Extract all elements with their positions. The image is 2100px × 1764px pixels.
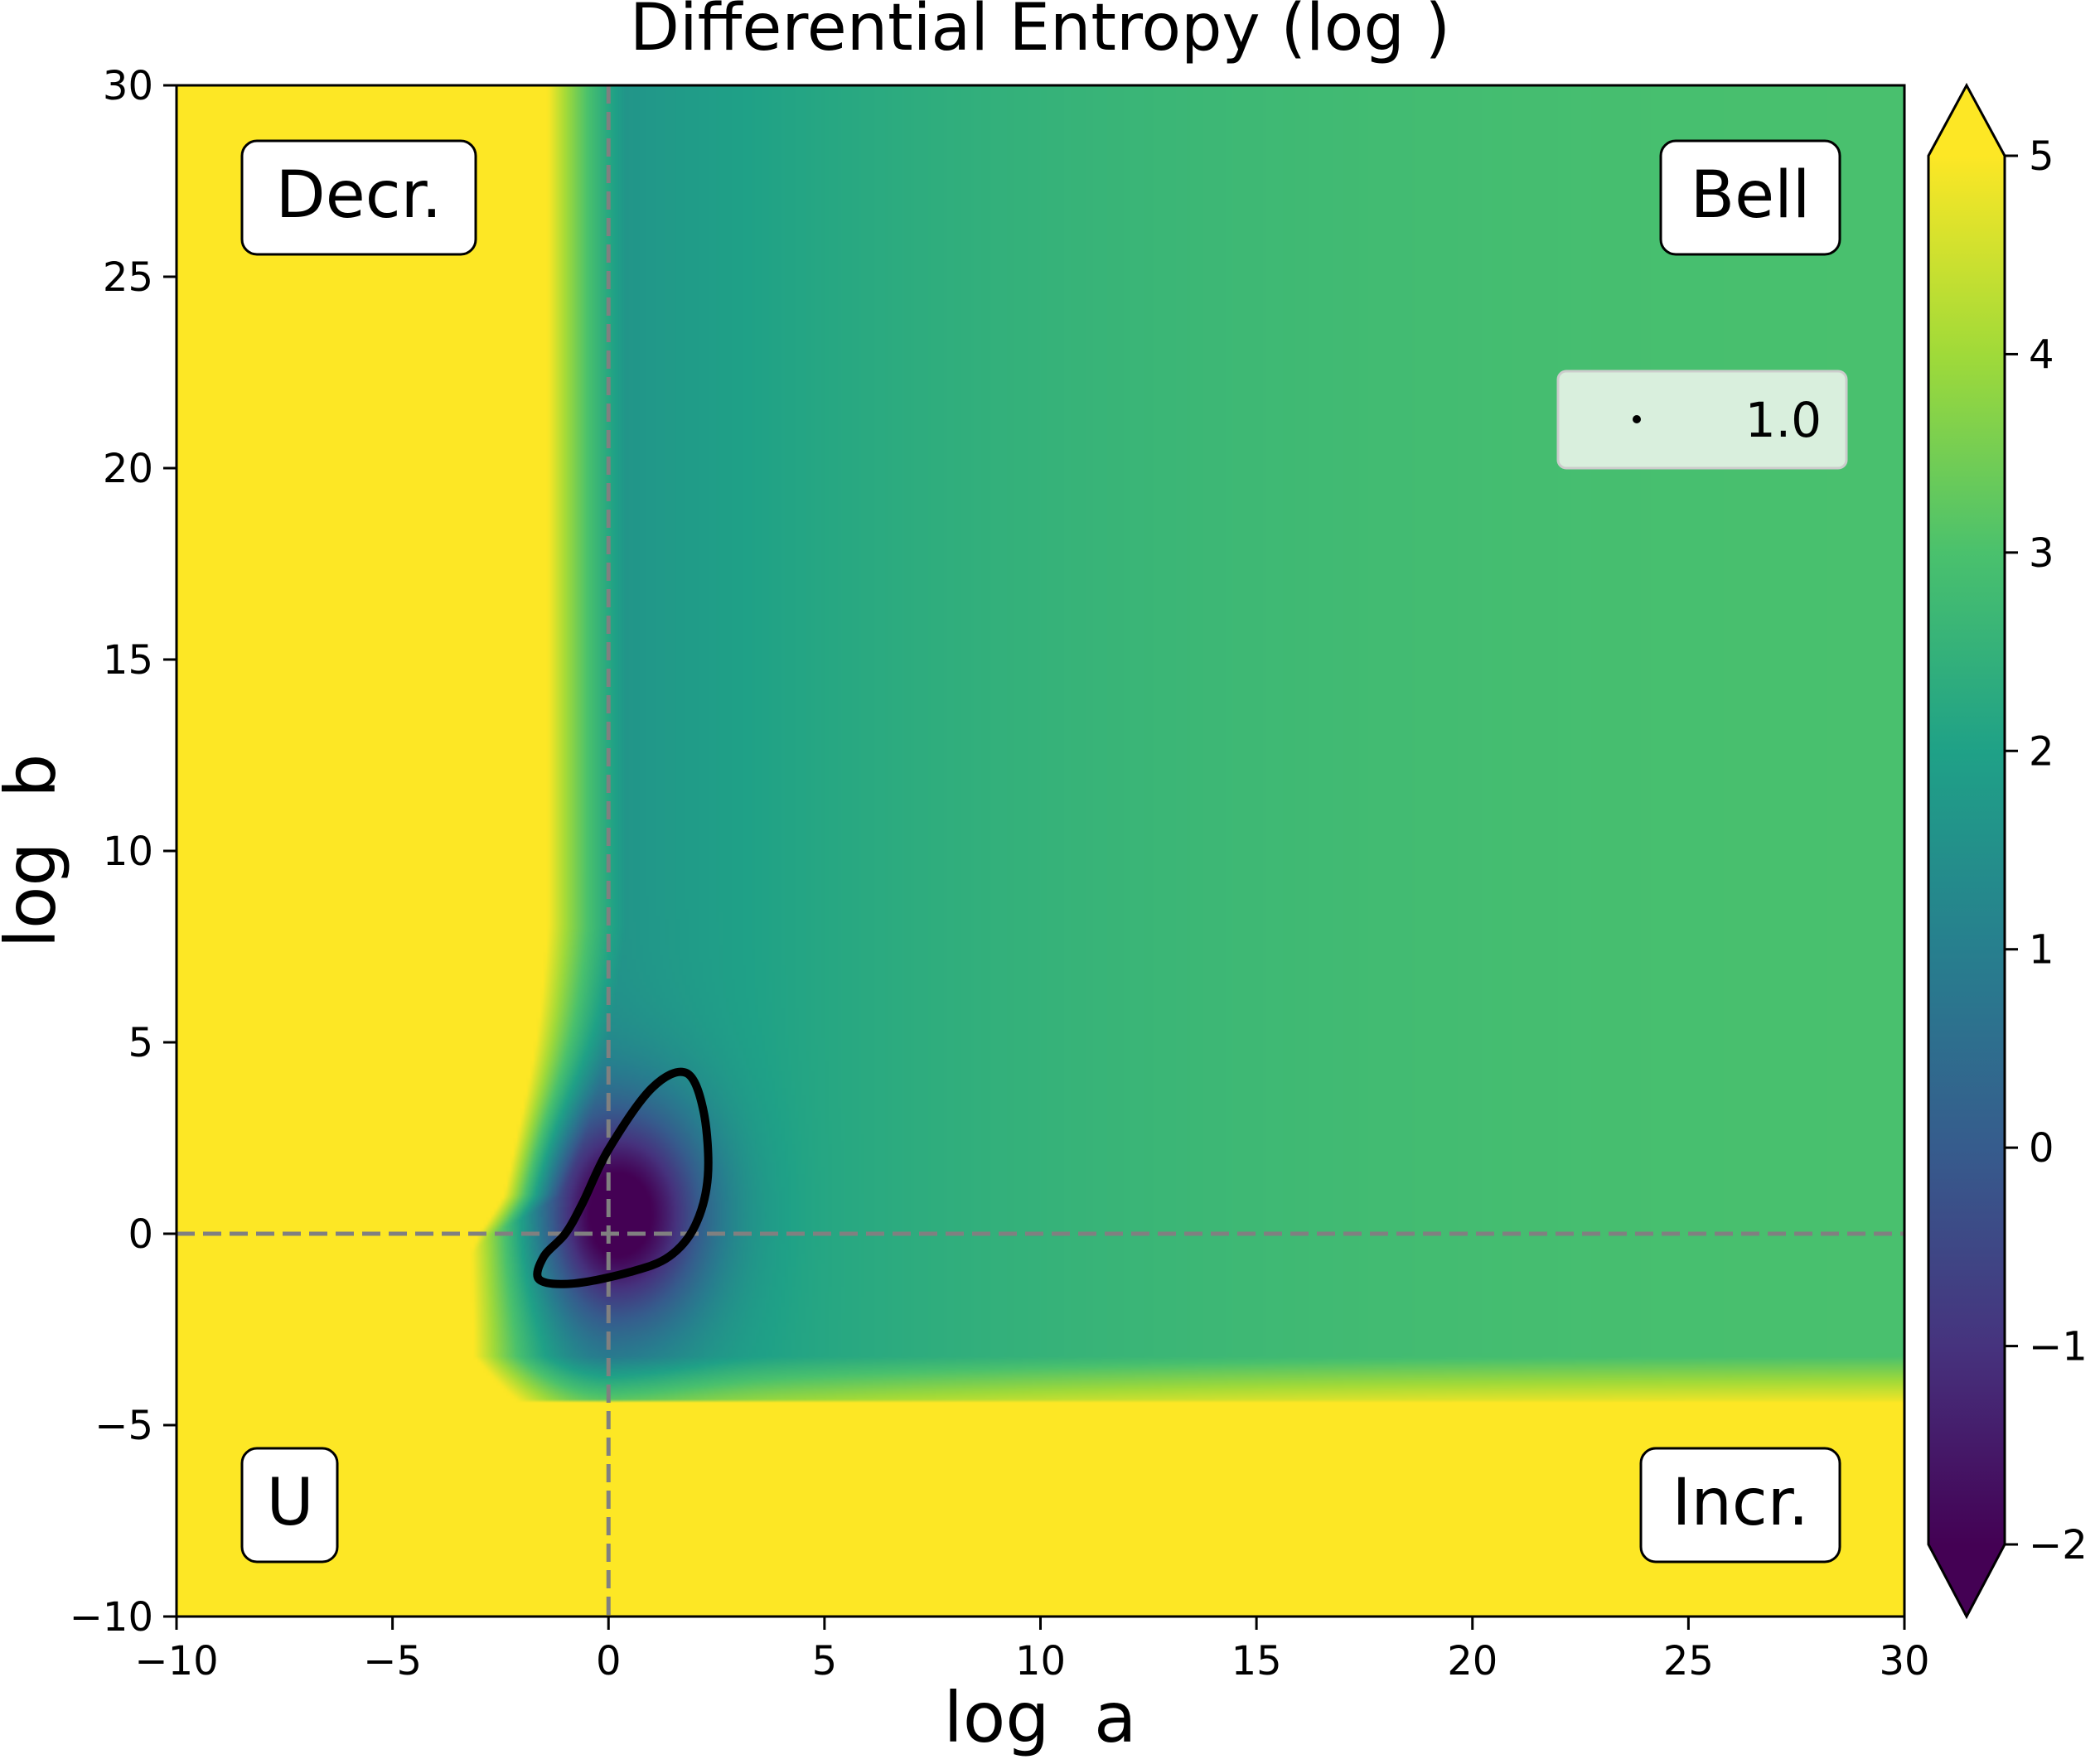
legend-label: 1.0 (1745, 392, 1822, 448)
annotation-decr: Decr. (240, 139, 477, 256)
annotation-incr-label: Incr. (1672, 1466, 1808, 1540)
y-tick-label: −5 (94, 1403, 153, 1449)
y-tick-label: 15 (103, 637, 153, 684)
x-tick-label: 15 (1231, 1638, 1282, 1684)
annotation-decr-label: Decr. (276, 158, 443, 233)
colorbar-tick-label: 2 (2029, 728, 2054, 775)
colorbar-tick-label: 5 (2029, 133, 2054, 180)
colorbar-tick-label: −2 (2029, 1522, 2088, 1568)
x-tick-label: 30 (1879, 1638, 1929, 1684)
colorbar-extend-bottom (1928, 1544, 2005, 1617)
y-tick-label: −10 (70, 1594, 153, 1641)
annotation-incr: Incr. (1639, 1447, 1841, 1563)
annotation-bell-label: Bell (1691, 158, 1811, 233)
reference-lines (177, 85, 1904, 1617)
heatmap-field (177, 85, 1904, 1617)
colorbar-extend-top (1928, 85, 2005, 156)
y-tick-label: 25 (103, 254, 153, 301)
y-axis-label: log b (0, 754, 71, 949)
chart-title: Differential Entropy (log ) (630, 0, 1450, 65)
annotation-u-label: U (266, 1466, 313, 1540)
y-tick-label: 20 (103, 446, 153, 492)
y-tick-label: 10 (103, 829, 153, 875)
annotation-bell: Bell (1659, 139, 1841, 256)
colorbar-ticks: −2 −1 0 1 2 3 4 5 (2005, 133, 2088, 1568)
colorbar-tick-label: 1 (2029, 927, 2054, 974)
x-axis-label: log a (944, 1677, 1137, 1758)
x-tick-label: 20 (1447, 1638, 1498, 1684)
contour-layer (533, 1067, 713, 1288)
x-tick-label: −5 (363, 1638, 422, 1684)
legend: 1.0 (1556, 370, 1848, 470)
contour-line (533, 1067, 713, 1288)
annotation-u: U (240, 1447, 339, 1563)
colorbar-tick-label: 3 (2029, 530, 2054, 577)
colorbar-tick-label: 0 (2029, 1125, 2054, 1172)
x-tick-label: 0 (596, 1638, 622, 1684)
x-tick-label: 10 (1015, 1638, 1066, 1684)
colorbar-gradient (1928, 156, 2005, 1544)
legend-marker (1633, 415, 1641, 423)
x-tick-label: −10 (134, 1638, 218, 1684)
y-tick-label: 0 (128, 1211, 153, 1258)
x-tick-label: 25 (1663, 1638, 1714, 1684)
colorbar-tick-label: 4 (2029, 331, 2054, 378)
x-tick-label: 5 (812, 1638, 838, 1684)
colorbar: −2 −1 0 1 2 3 4 5 (1927, 82, 2088, 1620)
colorbar-tick-label: −1 (2029, 1324, 2088, 1370)
y-tick-label: 5 (128, 1020, 153, 1066)
y-axis: −10 −5 0 5 10 15 20 25 30 (70, 63, 177, 1641)
x-axis: −10 −5 0 5 10 15 20 25 30 (134, 1617, 1930, 1684)
y-tick-label: 30 (103, 63, 153, 109)
